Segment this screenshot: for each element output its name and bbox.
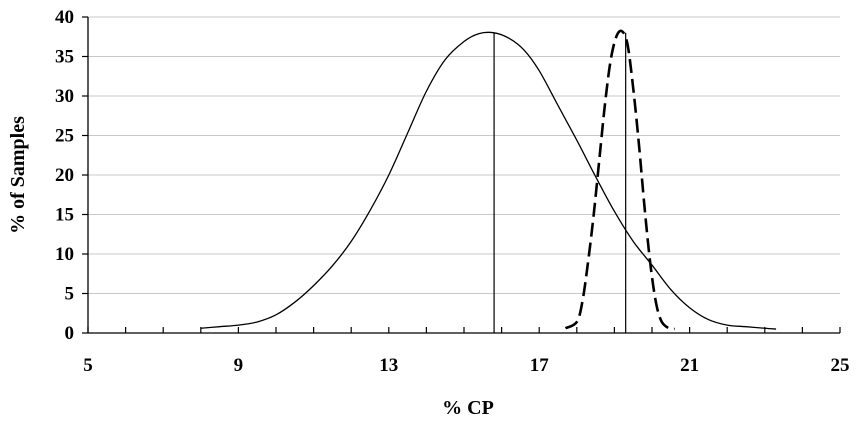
x-tick-label-21: 21 — [680, 355, 699, 376]
y-tick-label-15: 15 — [55, 205, 74, 226]
y-tick-label-0: 0 — [65, 323, 75, 344]
series-line-1-solid — [200, 31, 777, 330]
x-tick-label-17: 17 — [530, 355, 550, 376]
y-tick-label-40: 40 — [55, 7, 74, 28]
x-tick-label-9: 9 — [234, 355, 244, 376]
reference-lines — [493, 32, 627, 333]
x-tick-label-25: 25 — [831, 355, 850, 376]
y-axis-title: % of Samples — [7, 116, 29, 234]
gridlines — [88, 16, 840, 294]
y-tick-label-35: 35 — [55, 47, 74, 68]
y-tick-label-25: 25 — [55, 126, 74, 147]
axis-ticks — [82, 16, 841, 334]
y-tick-label-5: 5 — [65, 284, 75, 305]
y-tick-label-30: 30 — [55, 86, 74, 107]
series-line-2-dashed — [564, 29, 675, 331]
y-tick-label-20: 20 — [55, 165, 74, 186]
x-tick-label-13: 13 — [379, 355, 398, 376]
x-tick-label-5: 5 — [83, 355, 93, 376]
y-tick-label-10: 10 — [55, 244, 74, 265]
series-lines — [200, 29, 777, 331]
x-axis-title: % CP — [442, 397, 494, 419]
